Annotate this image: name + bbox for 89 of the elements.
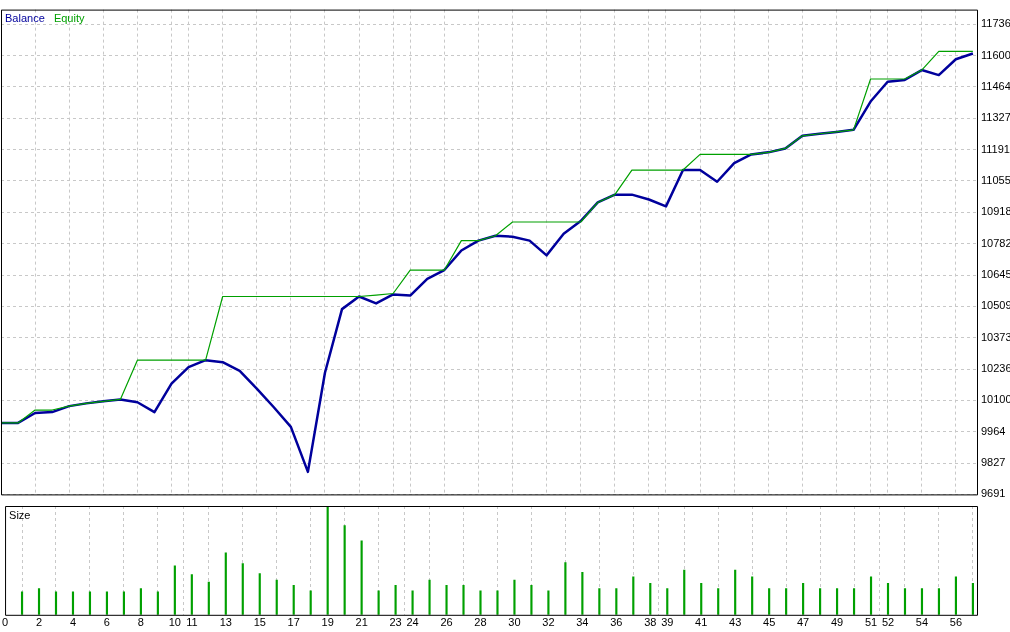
bar xyxy=(632,576,635,615)
x-tick-label: 23 xyxy=(389,616,402,629)
bar xyxy=(428,579,431,615)
x-tick-label: 41 xyxy=(695,616,708,629)
bar xyxy=(394,585,397,615)
x-tick-label: 39 xyxy=(661,616,674,629)
text: Balance xyxy=(5,12,45,25)
x-tick-label: 32 xyxy=(542,616,555,629)
y-tick-label: 9964 xyxy=(981,424,1006,437)
bar xyxy=(292,585,295,615)
x-tick-label: 38 xyxy=(644,616,657,629)
y-tick-label: 9691 xyxy=(981,487,1006,500)
bar xyxy=(886,582,890,615)
x-tick-label: 24 xyxy=(406,616,419,629)
bar xyxy=(937,588,941,615)
x-tick-label: 13 xyxy=(219,616,232,629)
x-tick-label: 19 xyxy=(321,616,334,629)
bar xyxy=(530,585,533,615)
bar xyxy=(869,576,873,615)
bar xyxy=(173,565,176,615)
x-tick-label: 28 xyxy=(474,616,487,629)
y-tick-label: 11736 xyxy=(981,17,1010,30)
bar xyxy=(835,588,839,615)
x-tick-label: 49 xyxy=(830,616,844,629)
x-tick-label: 26 xyxy=(440,616,453,629)
x-tick-label: 0 xyxy=(2,616,9,629)
y-tick-label: 11191 xyxy=(981,142,1010,155)
x-tick-label: 52 xyxy=(881,616,895,629)
y-tick-label: 11600 xyxy=(981,48,1010,61)
y-tick-label: 11464 xyxy=(981,79,1010,92)
bar xyxy=(954,576,958,615)
bar xyxy=(411,590,414,615)
bar xyxy=(581,572,584,615)
bar xyxy=(564,562,567,615)
bar xyxy=(496,590,499,615)
x-tick-label: 51 xyxy=(864,616,878,629)
bar xyxy=(649,582,652,615)
bar xyxy=(479,590,482,615)
bar xyxy=(751,576,754,615)
bar xyxy=(819,588,822,615)
bar xyxy=(190,574,193,615)
x-tick-label: 34 xyxy=(576,616,589,629)
bar xyxy=(326,506,329,615)
y-tick-label: 9827 xyxy=(981,456,1006,469)
x-tick-label: 43 xyxy=(729,616,742,629)
x-tick-label: 30 xyxy=(508,616,521,629)
x-tick-label: 21 xyxy=(355,616,368,629)
x-tick-label: 47 xyxy=(796,616,810,629)
bar xyxy=(971,582,974,615)
x-tick-label: 17 xyxy=(287,616,300,629)
x-tick-label: 4 xyxy=(69,616,77,629)
bar xyxy=(445,585,448,615)
bar xyxy=(666,588,669,615)
bar xyxy=(598,588,601,615)
bar xyxy=(360,540,363,615)
x-tick-label: 8 xyxy=(137,616,144,629)
x-tick-label: 2 xyxy=(35,616,43,629)
text: Equity xyxy=(53,12,85,25)
bar xyxy=(224,552,227,615)
x-tick-label: 15 xyxy=(253,616,266,629)
bar xyxy=(903,588,907,615)
bar xyxy=(852,588,856,615)
x-tick-label: 10 xyxy=(168,616,181,629)
chart-title: Size xyxy=(9,508,31,521)
bar xyxy=(700,582,703,615)
x-tick-label: 56 xyxy=(949,616,963,629)
x-tick-label: 36 xyxy=(610,616,623,629)
bar xyxy=(139,588,142,615)
y-tick-label: 11327 xyxy=(981,111,1010,124)
bar xyxy=(683,569,686,615)
x-tick-label: 54 xyxy=(915,616,929,629)
x-tick-label: 6 xyxy=(103,616,110,629)
bar xyxy=(768,588,771,615)
bar xyxy=(343,525,346,615)
bar xyxy=(717,588,720,615)
bar xyxy=(785,588,788,615)
bar xyxy=(462,585,465,615)
bar xyxy=(207,581,210,615)
bar xyxy=(37,588,41,615)
bar xyxy=(734,569,737,615)
bar xyxy=(241,563,244,615)
bar xyxy=(513,579,516,615)
bar xyxy=(615,588,618,615)
x-tick-label: 45 xyxy=(763,616,776,629)
x-tick-label: 11 xyxy=(186,616,198,629)
bar xyxy=(920,588,924,615)
bar xyxy=(258,573,261,615)
bar xyxy=(802,582,805,615)
y-tick-label: 11055 xyxy=(981,173,1010,186)
